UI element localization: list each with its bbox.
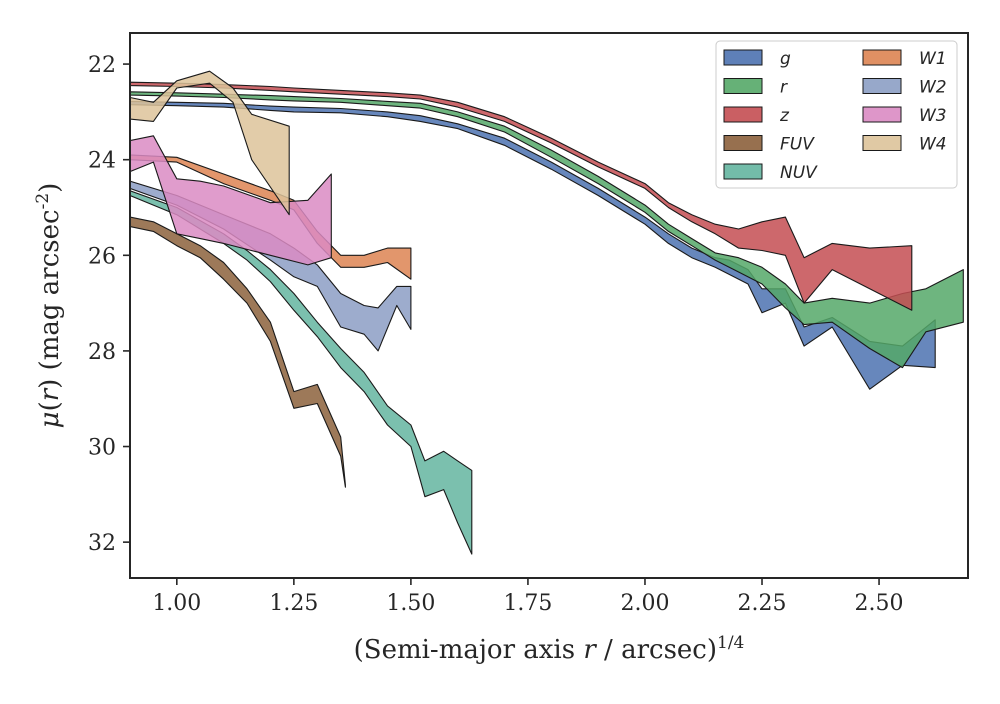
legend-label-fuv: FUV — [780, 135, 815, 155]
x-tick-label: 2.25 — [738, 591, 787, 616]
legend-swatch-w1 — [862, 49, 902, 66]
axes-frame — [129, 32, 969, 579]
x-tick-label: 2.00 — [620, 591, 669, 616]
legend-swatch-fuv — [723, 135, 763, 151]
y-tick-label: 26 — [88, 244, 116, 269]
x-axis-ticks: 1.00 1.25 1.50 1.75 2.00 2.25 2.50 — [152, 578, 904, 616]
x-tick-label: 1.50 — [386, 591, 435, 616]
series-band-g — [130, 100, 936, 390]
series-band-nuv — [130, 190, 473, 555]
legend-swatch-w4 — [862, 135, 902, 151]
x-axis-label: (Semi-major axis r / arcsec)1/4 — [354, 633, 745, 665]
y-tick-label: 28 — [88, 340, 116, 365]
x-tick-label: 1.25 — [269, 591, 318, 616]
series-band-fuv — [130, 216, 346, 488]
legend-label-z: z — [779, 106, 790, 126]
y-tick-label: 22 — [88, 53, 116, 78]
y-tick-label: 32 — [88, 531, 116, 556]
y-axis-ticks: 22 24 26 28 30 32 — [88, 53, 130, 556]
legend-box — [715, 40, 958, 189]
legend-label-w1: W1 — [919, 49, 947, 69]
legend: grz FUV NUV W1 W2 W3 W4 — [715, 40, 958, 189]
series-band-z — [130, 81, 913, 311]
series-band-w3 — [130, 135, 332, 266]
legend-swatch-z — [723, 106, 763, 123]
y-axis-label: μ(r) (mag arcsec-2) — [33, 183, 65, 429]
legend-swatch-nuv — [723, 163, 763, 180]
legend-label-w4: W4 — [919, 135, 947, 155]
x-tick-label: 1.00 — [152, 591, 201, 616]
legend-label-w2: W2 — [919, 78, 947, 98]
y-tick-label: 30 — [88, 436, 116, 461]
series-band-r — [130, 91, 964, 369]
legend-swatch-g — [723, 49, 763, 66]
legend-label-r: r — [780, 78, 788, 98]
legend-label-nuv: NUV — [780, 163, 818, 183]
legend-swatch-r — [723, 78, 763, 94]
x-tick-label: 2.50 — [855, 591, 904, 616]
legend-label-w3: W3 — [919, 106, 947, 126]
legend-swatch-w2 — [862, 78, 902, 94]
plot-area — [130, 70, 964, 555]
legend-label-g: g — [780, 49, 791, 69]
x-tick-label: 1.75 — [503, 591, 552, 616]
legend-swatch-w3 — [862, 106, 902, 123]
y-tick-label: 24 — [88, 149, 116, 174]
series-band-w4 — [130, 70, 290, 216]
